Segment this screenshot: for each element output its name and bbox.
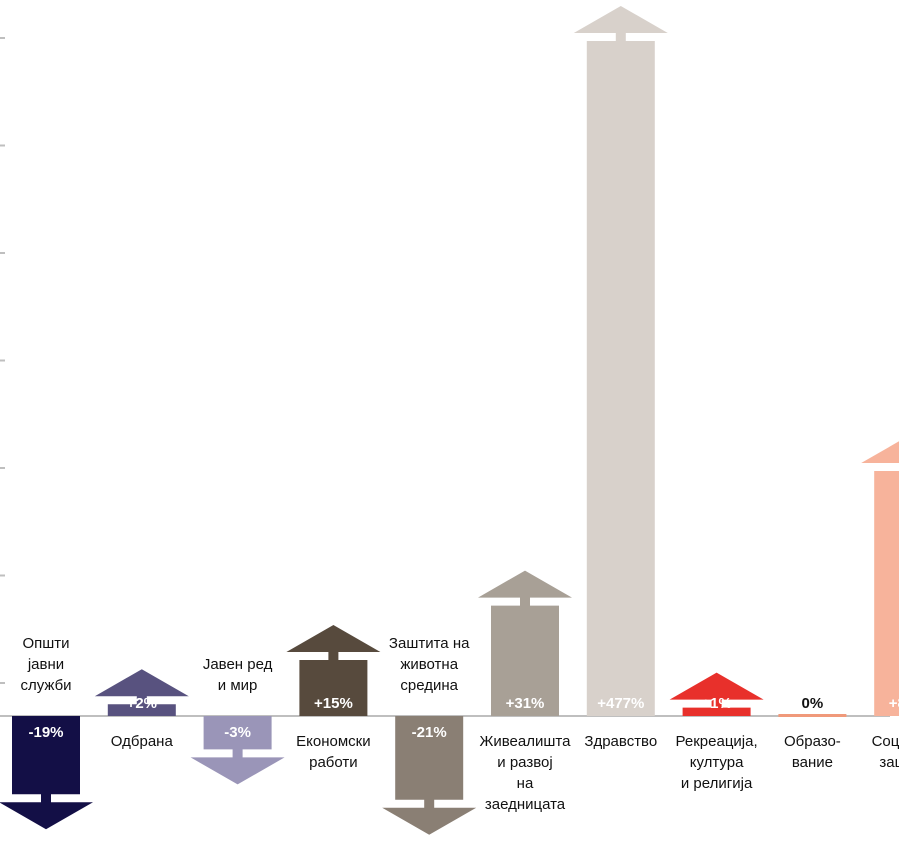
bar-arrow (190, 716, 285, 785)
value-label: +1% (701, 695, 731, 712)
category-label: работи (309, 754, 358, 771)
category-label: средина (400, 677, 458, 694)
category-label: Одбрана (111, 733, 174, 750)
category-label: и религија (681, 775, 753, 792)
category-label: на (517, 775, 534, 792)
value-label: +81% (889, 695, 899, 712)
value-label: -19% (28, 724, 63, 741)
y-axis-ticks (0, 37, 5, 684)
category-label: и развој (497, 754, 552, 771)
category-labels-group: -19% Општи јавни служби +2% Одбрана -3% Јавен р… (20, 635, 899, 813)
category-label: Образо- (784, 733, 841, 750)
bar-arrow (861, 441, 899, 716)
bar-arrow (94, 669, 189, 716)
bars-group (0, 6, 899, 835)
value-label: +2% (127, 695, 157, 712)
category-label: култура (690, 754, 744, 771)
value-label: +15% (314, 695, 353, 712)
category-label: Заштита на (389, 635, 470, 652)
category-label: Живеалишта (480, 733, 572, 750)
category-label: Рекреација, (676, 733, 758, 750)
bar-arrow (573, 6, 668, 716)
category-label: Социјална (872, 733, 899, 750)
bar-arrow (0, 716, 93, 830)
bar-arrow (669, 672, 764, 716)
category-label: заедницата (485, 796, 566, 813)
bar-arrow (286, 625, 381, 716)
value-label: +31% (506, 695, 545, 712)
category-label: Јавен ред (203, 656, 273, 673)
bar (778, 714, 847, 717)
bar-arrow (382, 716, 477, 835)
category-label: јавни (27, 656, 64, 673)
category-label: Економски (296, 733, 370, 750)
category-label: и мир (218, 677, 258, 694)
category-label: Здравство (584, 733, 657, 750)
value-label: -21% (412, 724, 447, 741)
category-label: вание (792, 754, 833, 771)
category-label: служби (20, 677, 71, 694)
category-label: Општи (22, 635, 69, 652)
value-label: +477% (597, 695, 644, 712)
value-label: -3% (224, 724, 251, 741)
value-label: 0% (802, 695, 824, 712)
category-label: заштита (879, 754, 899, 771)
bar-arrow (478, 570, 572, 716)
category-label: животна (400, 656, 458, 673)
